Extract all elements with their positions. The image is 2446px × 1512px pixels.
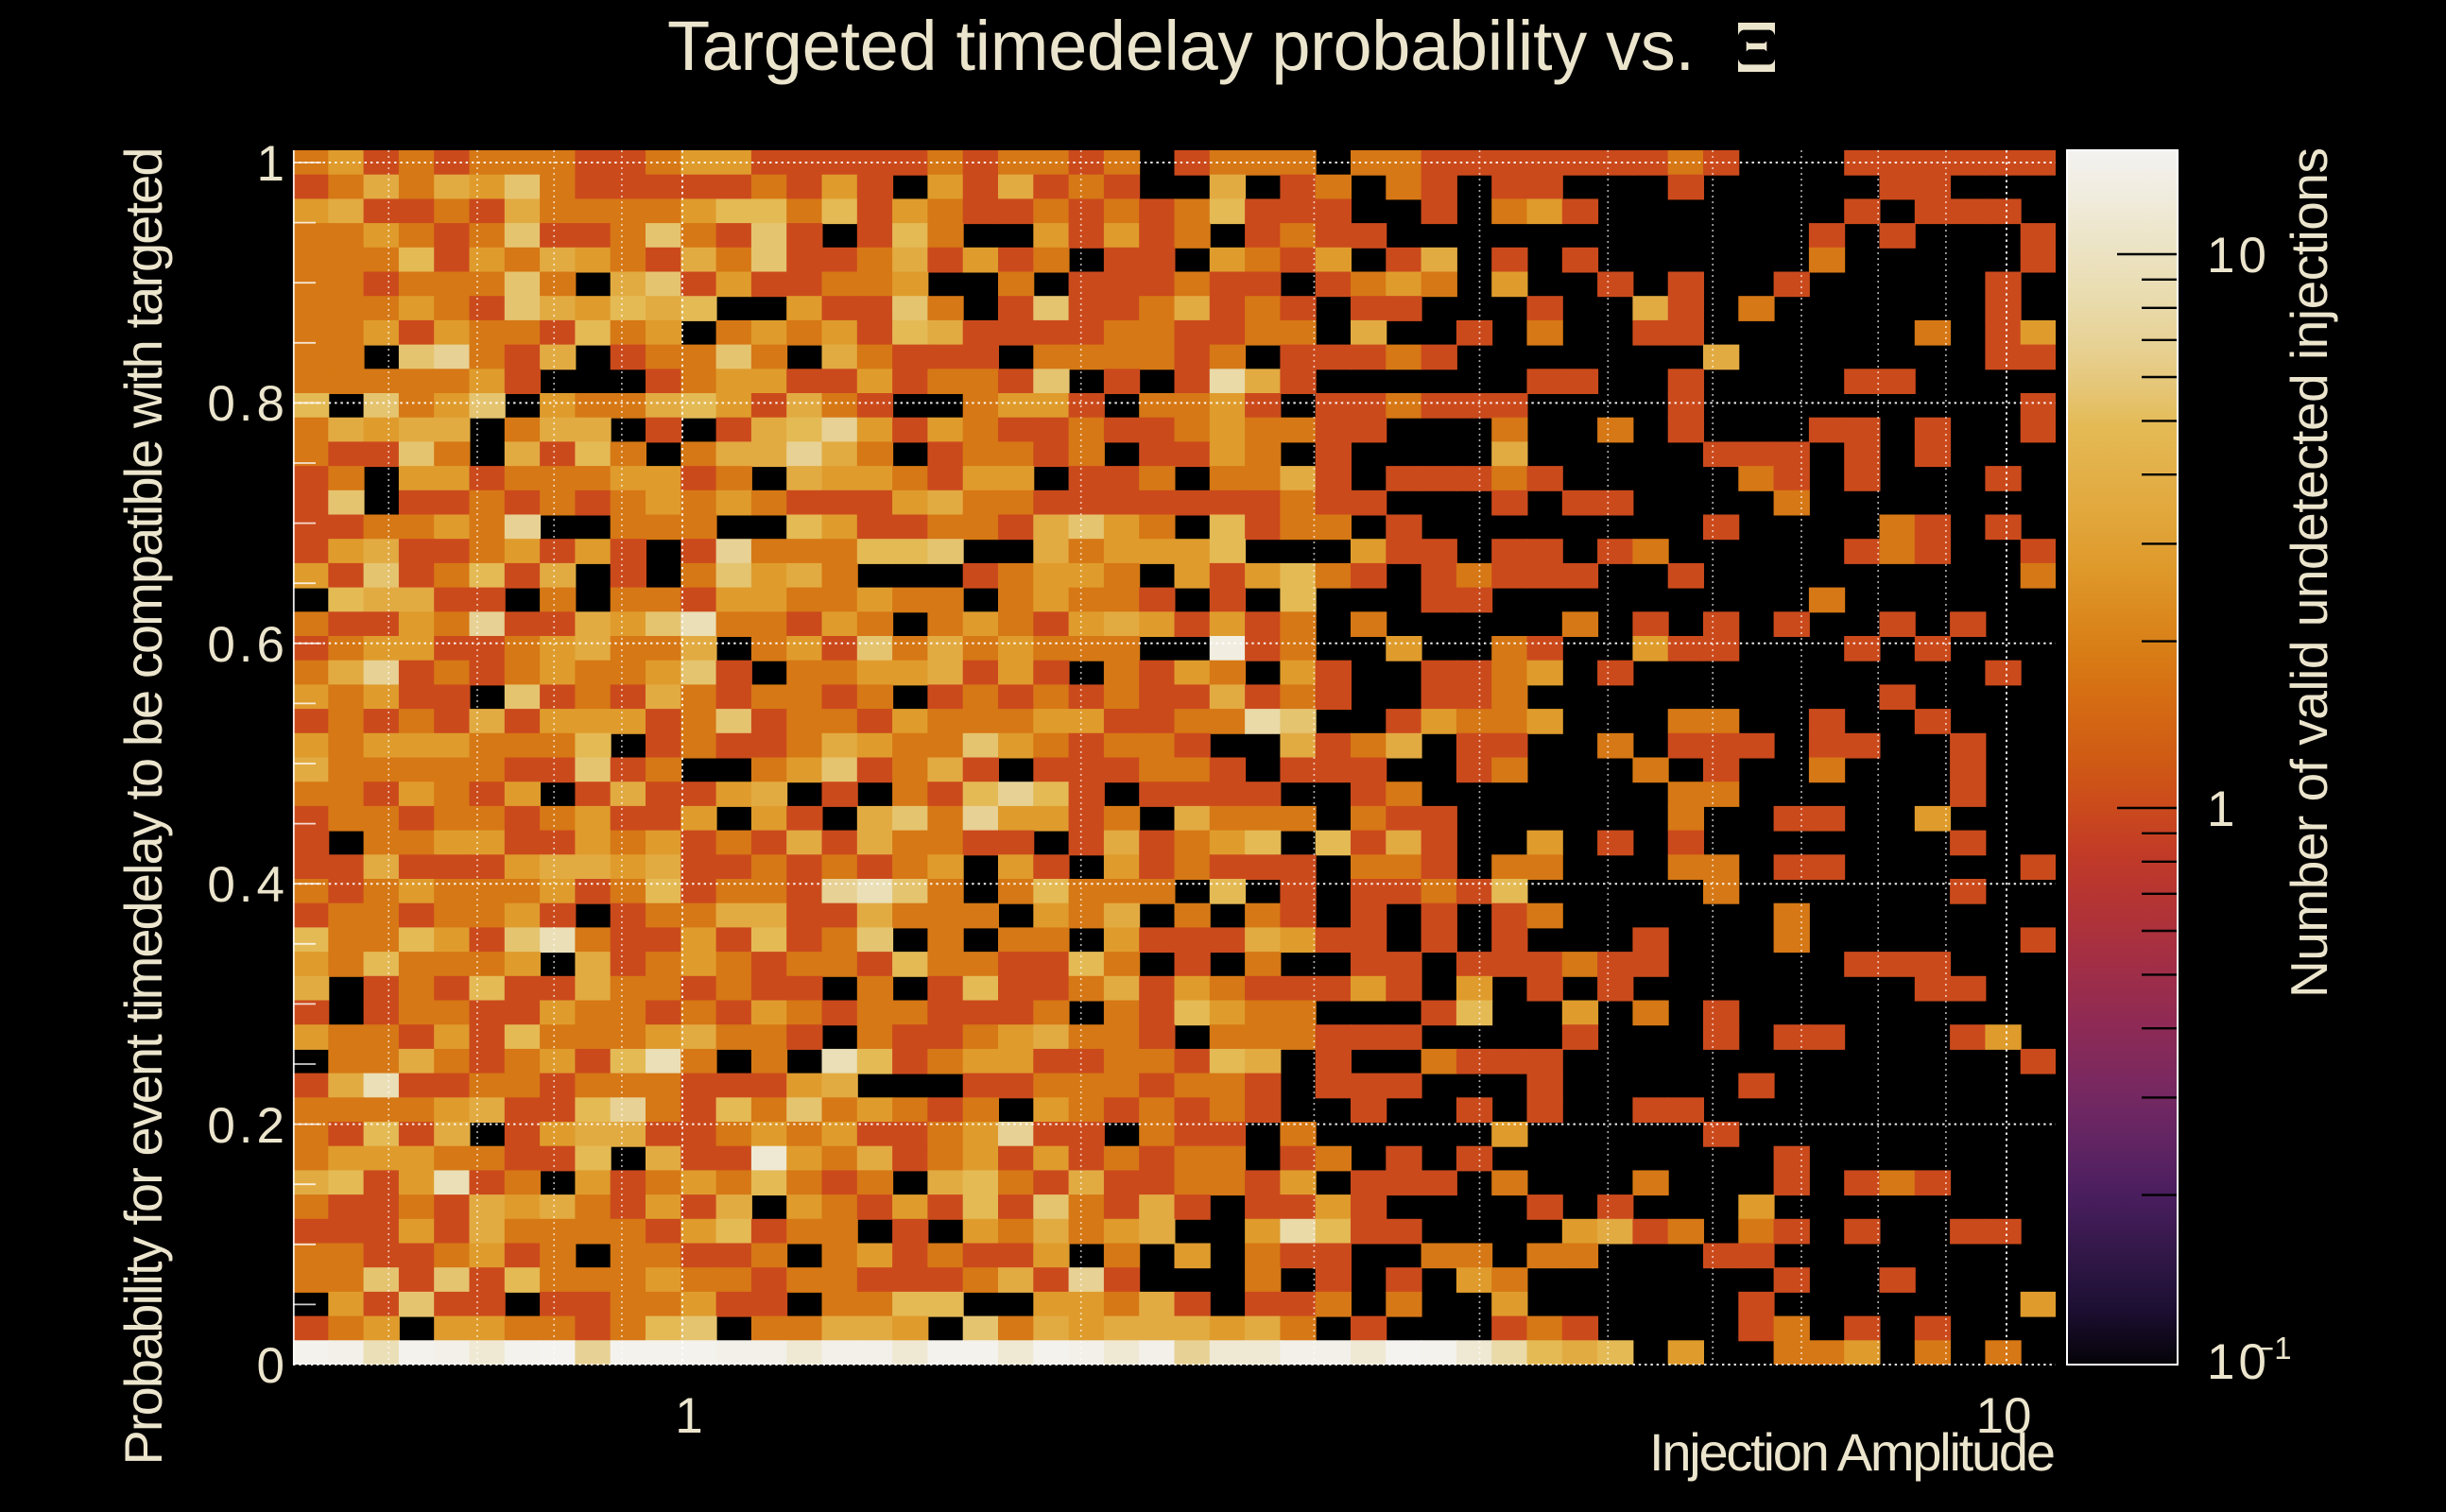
svg-text:10: 10 [2207, 228, 2270, 284]
svg-text:0.6: 0.6 [207, 617, 288, 673]
svg-text:Targeted timedelay probability: Targeted timedelay probability vs. [667, 7, 1695, 85]
svg-text:−1: −1 [2256, 1331, 2292, 1366]
svg-text:Probability for event timedela: Probability for event timedelay to be co… [113, 147, 173, 1466]
svg-text:1: 1 [675, 1388, 702, 1444]
svg-text:10: 10 [2207, 1334, 2270, 1390]
svg-text:0.8: 0.8 [207, 376, 288, 432]
svg-text:Injection Amplitude: Injection Amplitude [1649, 1422, 2056, 1482]
svg-text:Number of valid undetected inj: Number of valid undetected injections [2280, 147, 2338, 998]
svg-text:1: 1 [2207, 782, 2238, 837]
svg-text:10: 10 [1976, 1388, 2032, 1444]
svg-text:0.4: 0.4 [207, 857, 288, 913]
svg-text:1: 1 [257, 136, 288, 192]
svg-text:0.2: 0.2 [207, 1098, 288, 1154]
svg-text:0: 0 [257, 1338, 288, 1394]
